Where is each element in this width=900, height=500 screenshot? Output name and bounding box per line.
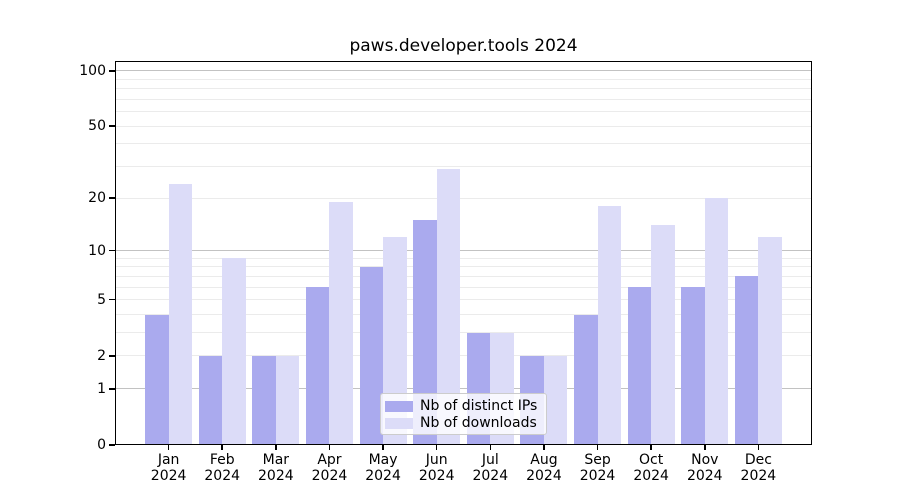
x-tick-label-oct: Oct 2024 (633, 452, 669, 484)
gridline-minor-80 (115, 88, 812, 90)
gridline-minor-9 (115, 257, 812, 259)
x-tick-mark-dec (757, 445, 760, 450)
x-tick-label-apr: Apr 2024 (311, 452, 348, 484)
bar-downloads-may (383, 237, 407, 445)
x-tick-label-dec: Dec 2024 (740, 452, 777, 484)
bar-downloads-apr (329, 202, 353, 445)
legend: Nb of distinct IPs Nb of downloads (380, 393, 547, 435)
y-tick-mark-50 (109, 125, 115, 127)
legend-item-downloads: Nb of downloads (385, 415, 540, 431)
gridline-minor-40 (115, 143, 812, 145)
gridline-minor-70 (115, 98, 812, 100)
y-tick-label-20: 20 (88, 190, 106, 207)
gridline-minor-20 (115, 197, 812, 199)
x-tick-label-aug: Aug 2024 (526, 452, 562, 484)
y-tick-mark-20 (109, 197, 115, 199)
bar-downloads-mar (275, 355, 300, 445)
bar-distinct-ips-oct (627, 287, 652, 445)
gridline-minor-90 (115, 78, 812, 80)
y-tick-mark-5 (109, 298, 115, 301)
legend-label-distinct-ips: Nb of distinct IPs (420, 398, 538, 414)
bar-downloads-aug (543, 355, 568, 445)
x-tick-mark-apr (328, 445, 331, 450)
y-tick-mark-0 (109, 444, 115, 446)
x-tick-mark-may (382, 445, 384, 450)
x-tick-mark-oct (650, 445, 652, 450)
x-tick-label-mar: Mar 2024 (258, 452, 294, 484)
gridline-minor-30 (115, 166, 812, 168)
x-tick-label-may: May 2024 (365, 452, 401, 484)
x-tick-mark-aug (543, 445, 545, 450)
gridline-minor-8 (115, 266, 812, 268)
bar-downloads-jun (436, 169, 461, 445)
gridline-minor-6 (115, 286, 812, 288)
x-tick-label-nov: Nov 2024 (686, 452, 723, 484)
bar-distinct-ips-sep (574, 314, 598, 445)
gridline-minor-3 (115, 332, 812, 334)
gridline-minor-50 (115, 125, 812, 127)
x-tick-mark-feb (221, 445, 223, 450)
x-tick-mark-nov (704, 445, 706, 450)
gridline-major-1 (115, 388, 812, 390)
y-tick-label-50: 50 (88, 118, 106, 135)
y-tick-mark-100 (109, 70, 115, 72)
x-tick-label-sep: Sep 2024 (579, 452, 616, 484)
gridline-minor-60 (115, 111, 812, 113)
bar-distinct-ips-jun (413, 220, 437, 445)
gridline-minor-5 (115, 299, 812, 301)
gridline-minor-2 (115, 355, 812, 357)
y-tick-mark-2 (109, 355, 115, 357)
gridline-major-100 (115, 70, 812, 72)
legend-swatch-downloads-icon (385, 417, 413, 429)
legend-item-distinct-ips: Nb of distinct IPs (385, 398, 540, 414)
bar-downloads-oct (651, 225, 675, 445)
bar-downloads-jan (168, 184, 193, 445)
bar-distinct-ips-dec (734, 276, 759, 445)
bar-distinct-ips-may (359, 266, 384, 445)
bar-distinct-ips-mar (252, 355, 276, 445)
x-tick-mark-sep (596, 445, 599, 450)
gridline-minor-4 (115, 314, 812, 315)
y-tick-label-1: 1 (97, 380, 106, 397)
y-tick-label-2: 2 (97, 347, 106, 364)
x-tick-label-jan: Jan 2024 (150, 452, 187, 484)
plot-area (115, 61, 812, 445)
y-tick-label-5: 5 (97, 291, 106, 308)
x-tick-mark-jun (435, 445, 438, 450)
y-tick-mark-10 (109, 249, 115, 252)
y-tick-label-0: 0 (97, 437, 106, 453)
x-tick-label-jun: Jun 2024 (418, 452, 455, 484)
y-tick-label-100: 100 (79, 62, 106, 79)
bar-downloads-nov (704, 198, 729, 445)
gridline-minor-7 (115, 275, 812, 277)
bar-distinct-ips-apr (305, 287, 330, 445)
bar-distinct-ips-feb (198, 355, 223, 445)
x-tick-mark-jan (167, 445, 170, 450)
bar-distinct-ips-jan (145, 314, 169, 445)
chart-title: paws.developer.tools 2024 (349, 36, 578, 56)
x-tick-mark-jul (489, 445, 492, 450)
bar-downloads-feb (222, 258, 246, 445)
x-tick-label-feb: Feb 2024 (204, 452, 241, 484)
x-tick-mark-mar (275, 445, 277, 450)
y-tick-label-10: 10 (88, 242, 106, 259)
legend-label-downloads: Nb of downloads (420, 415, 537, 431)
gridline-major-10 (115, 250, 812, 252)
bar-downloads-sep (597, 206, 622, 445)
x-tick-label-jul: Jul 2024 (472, 452, 509, 484)
bar-distinct-ips-nov (681, 287, 705, 445)
bar-downloads-dec (758, 237, 782, 445)
legend-swatch-distinct-ips-icon (385, 400, 413, 412)
y-tick-mark-1 (109, 388, 115, 390)
